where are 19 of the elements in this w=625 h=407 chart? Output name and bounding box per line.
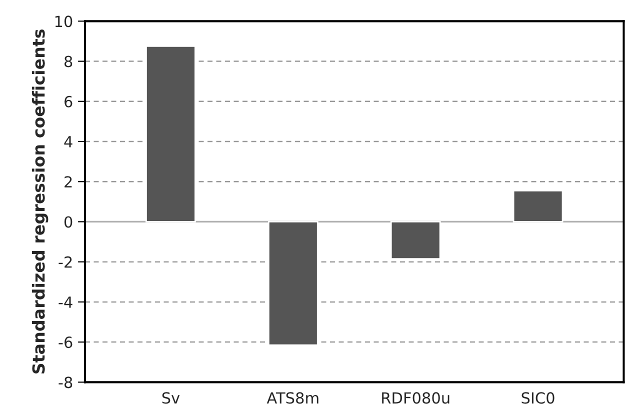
y-tick-label: 2 <box>64 176 72 188</box>
y-tick-label: -4 <box>58 296 72 308</box>
x-tick-label: Sv <box>162 392 180 404</box>
y-tick-label: 0 <box>64 216 72 228</box>
y-tick-label: -8 <box>58 376 72 388</box>
bar <box>268 221 318 346</box>
y-tick-label: 10 <box>55 16 72 28</box>
bar <box>390 221 441 260</box>
y-tick-label: 6 <box>64 96 72 108</box>
y-tick-label: 4 <box>64 136 72 148</box>
bar <box>512 190 564 222</box>
x-tick-label: RDF080u <box>382 392 450 404</box>
y-tick-label: 8 <box>64 56 72 68</box>
y-tick-label: -6 <box>58 336 72 348</box>
x-tick-label: ATS8m <box>266 392 318 404</box>
y-tick-label: -2 <box>58 256 72 268</box>
y-axis-title: Standardized regression coefficients <box>32 29 48 374</box>
bar <box>146 46 196 222</box>
x-tick-label: SIC0 <box>522 392 554 404</box>
